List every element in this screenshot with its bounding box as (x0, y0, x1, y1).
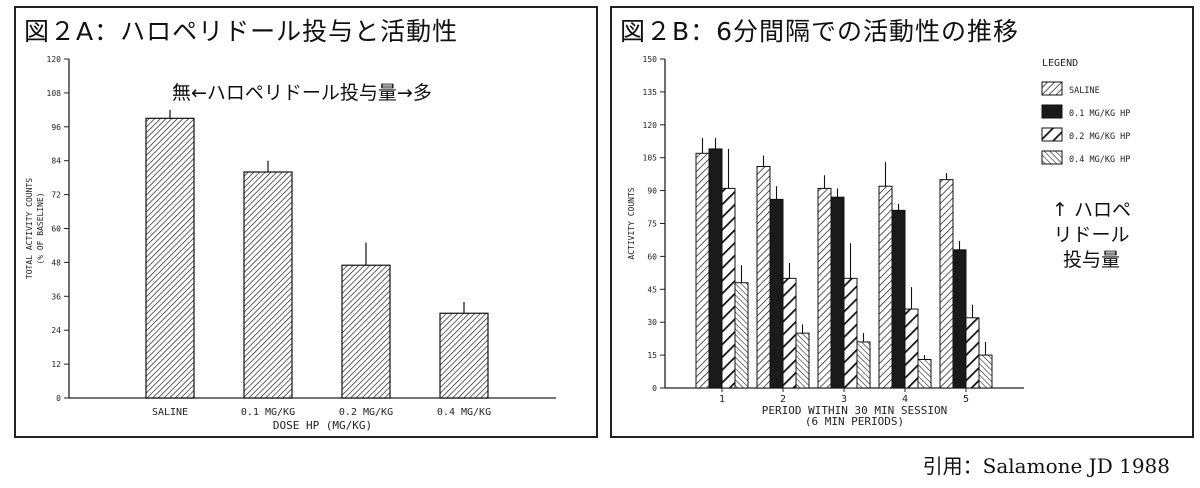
x-tick-label: 5 (963, 394, 969, 405)
legend-label: SALINE (1069, 86, 1100, 96)
chart-a-svg: 0 12 24 36 48 60 72 84 96 108 120 SALINE 0.1 MG/KG 0.… (25, 55, 556, 432)
legend-label: 0.1 MG/KG HP (1069, 109, 1130, 119)
y-tick-label: 105 (643, 154, 658, 163)
y-tick-label: 0 (652, 384, 657, 393)
y-tick-label: 12 (51, 360, 61, 369)
legend-title: LEGEND (1042, 58, 1078, 69)
x-tick-label: 0.2 MG/KG (339, 407, 393, 418)
legend-swatch (1041, 127, 1063, 142)
y-tick-label: 60 (647, 252, 657, 261)
y-axis-title: ACTIVITY COUNTS (627, 187, 636, 259)
y-tick-label: 0 (56, 394, 61, 403)
chart-b-annotation: ↑ ハロペ リドール 投与量 (1052, 198, 1131, 273)
y-tick-label: 90 (647, 187, 657, 196)
bar (817, 187, 832, 389)
legend-swatch (1041, 150, 1063, 165)
bar (978, 354, 993, 389)
bar (917, 358, 932, 389)
chart-a-annotation: 無←ハロペリドール投与量→多 (172, 82, 432, 104)
y-tick-label: 75 (647, 220, 657, 229)
y-tick-label: 45 (647, 285, 657, 294)
legend-label: 0.4 MG/KG HP (1069, 155, 1130, 165)
x-tick-label: 2 (780, 394, 786, 405)
bar (939, 179, 954, 389)
legend-label: 0.2 MG/KG HP (1069, 132, 1130, 142)
citation: 引用：Salamone JD 1988 (922, 454, 1170, 478)
x-axis-title: DOSE HP (MG/KG) (273, 419, 372, 432)
bar (341, 264, 391, 399)
chart-panel-b: 図２B：6分間隔での活動性の推移 0 15 30 45 60 75 90 105 120 135 1… (610, 6, 1194, 438)
y-tick-label: 150 (643, 55, 658, 64)
x-tick-label: 1 (719, 394, 725, 405)
bar (891, 209, 906, 389)
bar (965, 317, 980, 389)
bar (795, 332, 810, 389)
bar (769, 198, 784, 389)
bar (721, 187, 736, 389)
bar (952, 249, 967, 389)
chart-panel-a: 図２A：ハロペリドール投与と活動性 0 12 24 36 48 60 72 84 96 108 12… (14, 6, 598, 438)
chart-b-annotation-line: 投与量 (1062, 249, 1120, 271)
x-tick-label: 0.1 MG/KG (241, 407, 295, 418)
y-tick-label: 36 (51, 292, 61, 301)
y-tick-label: 135 (643, 88, 658, 97)
bar (734, 282, 749, 389)
bar (904, 308, 919, 389)
x-axis-title: (6 MIN PERIODS) (805, 415, 904, 428)
bar (782, 277, 797, 389)
bar (708, 148, 723, 389)
bar (439, 312, 489, 399)
y-tick-label: 72 (51, 191, 61, 200)
chart-b-annotation-line: リドール (1053, 224, 1130, 246)
bar (145, 117, 195, 399)
y-tick-label: 108 (47, 89, 62, 98)
bar (830, 196, 845, 389)
bar (695, 152, 710, 389)
bar (856, 341, 871, 389)
bar (878, 185, 893, 389)
x-tick-label: 4 (902, 394, 908, 405)
y-tick-label: 24 (51, 326, 61, 335)
x-axis-title: PERIOD WITHIN 30 MIN SESSION (762, 404, 947, 417)
y-tick-label: 30 (647, 318, 657, 327)
chart-b-annotation-line: ↑ ハロペ (1052, 199, 1131, 221)
y-tick-label: 84 (51, 157, 61, 166)
bar (843, 277, 858, 389)
bar (243, 171, 293, 399)
chart-a-title: 図２A：ハロペリドール投与と活動性 (24, 17, 459, 46)
y-tick-label: 120 (47, 55, 62, 64)
legend-swatch (1041, 104, 1063, 119)
x-tick-label: SALINE (152, 407, 188, 418)
y-tick-label: 15 (647, 351, 657, 360)
y-axis-title: (% OF BASELINE) (36, 192, 45, 264)
y-axis-title: TOTAL ACTIVITY COUNTS (25, 178, 34, 279)
y-tick-label: 96 (51, 123, 61, 132)
legend-swatch (1041, 81, 1063, 96)
bar (756, 165, 771, 389)
y-tick-label: 120 (643, 121, 658, 130)
y-tick-label: 60 (51, 225, 61, 234)
chart-b-title: 図２B：6分間隔での活動性の推移 (620, 17, 1020, 46)
x-tick-label: 0.4 MG/KG (437, 407, 491, 418)
y-tick-label: 48 (51, 258, 61, 267)
x-tick-label: 3 (841, 394, 847, 405)
